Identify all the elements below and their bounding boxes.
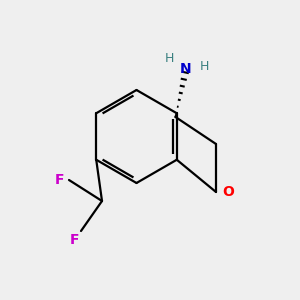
Text: N: N [180,62,192,76]
Text: F: F [70,232,80,247]
Text: F: F [55,173,64,187]
Text: O: O [223,185,235,199]
Text: H: H [200,59,209,73]
Text: H: H [165,52,174,65]
